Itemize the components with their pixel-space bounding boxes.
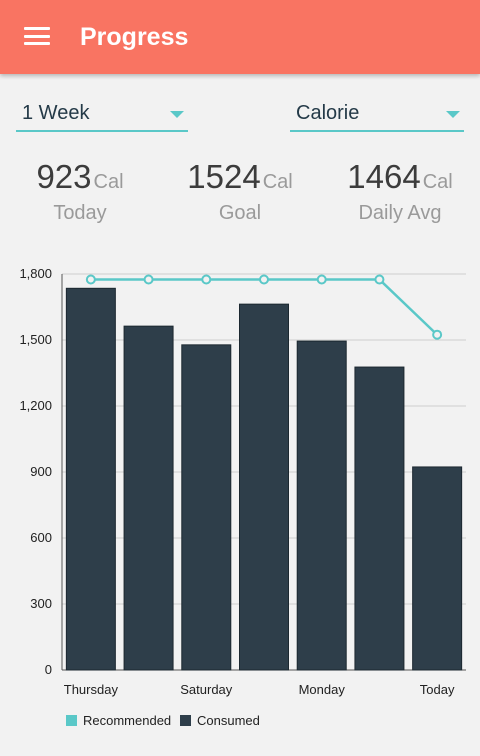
stat-goal: 1524 Cal Goal [160, 158, 320, 225]
legend-label: Consumed [197, 713, 260, 728]
bar-consumed [239, 303, 289, 671]
stat-caption: Goal [218, 202, 262, 224]
x-tick-label: Saturday [180, 682, 233, 697]
y-tick-label: 1,500 [19, 332, 52, 347]
y-tick-label: 300 [30, 596, 52, 611]
stat-today: 923 Cal Today [0, 158, 160, 225]
point-recommended [143, 274, 154, 285]
stat-unit: Cal [422, 171, 453, 193]
chevron-down-icon [170, 111, 184, 118]
point-recommended [432, 329, 443, 340]
page-title: Progress [80, 23, 189, 51]
calorie-chart: 0 300 600 900 1,200 1,500 1,800 Thursday Saturda… [19, 266, 466, 697]
stat-unit: Cal [93, 171, 124, 193]
stat-caption: Today [53, 202, 107, 224]
chevron-down-icon [446, 111, 460, 118]
x-tick-label: Thursday [64, 682, 119, 697]
app-bar: Progress [0, 0, 480, 74]
y-tick-label: 1,800 [19, 266, 52, 281]
legend-swatch-consumed [180, 715, 191, 726]
period-dropdown-value: 1 Week [22, 102, 90, 124]
legend-consumed: Consumed [180, 713, 260, 728]
legend-swatch-recommended [66, 715, 77, 726]
bar-consumed [296, 340, 347, 671]
stat-value: 1524 [187, 158, 261, 195]
bar-consumed [412, 466, 463, 671]
stat-unit: Cal [262, 171, 293, 193]
point-recommended [259, 274, 269, 285]
point-recommended [201, 274, 212, 285]
period-dropdown[interactable]: 1 Week [16, 98, 188, 132]
stat-caption: Daily Avg [358, 202, 442, 224]
x-tick-label: Monday [299, 682, 346, 697]
bar-consumed [65, 287, 116, 671]
y-tick-label: 1,200 [19, 398, 52, 413]
menu-icon[interactable] [24, 26, 50, 46]
y-tick-label: 0 [45, 662, 52, 677]
x-tick-label: Today [420, 682, 455, 697]
point-recommended [85, 274, 96, 285]
bar-consumed [123, 325, 174, 671]
point-recommended [316, 274, 327, 285]
legend-recommended: Recommended [66, 713, 171, 728]
stat-daily-avg: 1464 Cal Daily Avg [320, 158, 480, 225]
bar-consumed [181, 344, 232, 671]
bar-consumed [354, 366, 405, 671]
y-tick-label: 900 [30, 464, 52, 479]
metric-dropdown[interactable]: Calorie [290, 98, 464, 132]
legend-label: Recommended [83, 713, 172, 728]
stat-value: 923 [36, 158, 92, 195]
metric-dropdown-value: Calorie [296, 102, 360, 124]
y-tick-label: 600 [30, 530, 52, 545]
stat-value: 1464 [347, 158, 421, 195]
point-recommended [374, 274, 385, 285]
